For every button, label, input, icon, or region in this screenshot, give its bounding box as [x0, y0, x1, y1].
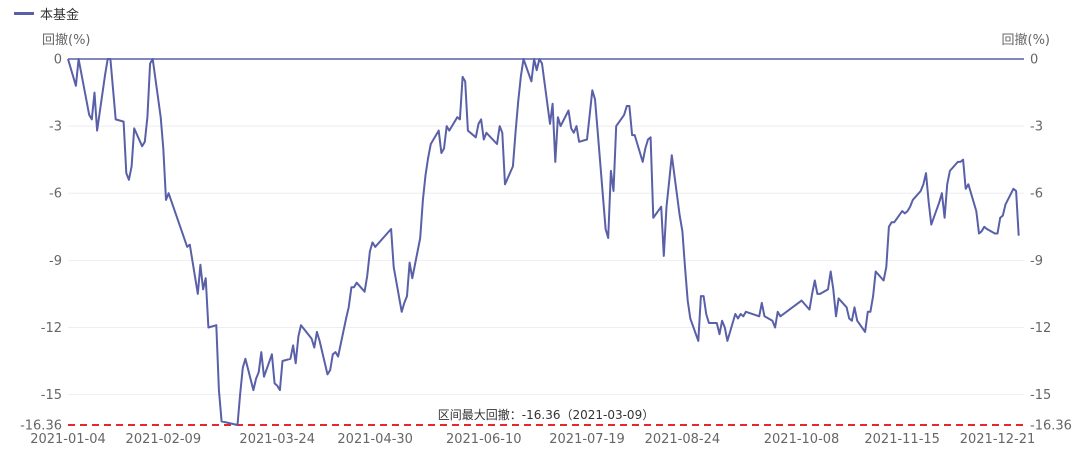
- legend[interactable]: 本基金: [14, 3, 79, 23]
- x-tick-label: 2021-06-10: [446, 432, 522, 447]
- y-tick-right: 0: [1030, 53, 1038, 68]
- y-tick-left: -15: [41, 388, 62, 403]
- y-tick-right: -9: [1030, 254, 1043, 269]
- x-tick-label: 2021-08-24: [645, 432, 721, 447]
- max-drawdown-label: 区间最大回撤：-16.36（2021-03-09）: [438, 407, 654, 422]
- x-tick-label: 2021-03-24: [239, 432, 315, 447]
- y-tick-left: -12: [41, 321, 62, 336]
- legend-swatch-line: [14, 11, 34, 15]
- y-axis-left: 0 -3 -6 -9 -12 -15 -16.36: [20, 53, 62, 434]
- x-tick-label: 2021-10-08: [764, 432, 840, 447]
- y-tick-right: -12: [1030, 321, 1051, 336]
- y-axis-left-title: 回撤(%): [42, 33, 91, 48]
- x-tick-label: 2021-01-04: [30, 432, 106, 447]
- y-axis-right-title: 回撤(%): [1001, 33, 1051, 48]
- y-axis-right: 0 -3 -6 -9 -12 -15 -16.36: [1030, 53, 1072, 434]
- y-tick-left: -9: [49, 254, 62, 269]
- y-tick-right: -15: [1030, 388, 1051, 403]
- y-min-label-left: -16.36: [20, 419, 62, 434]
- x-tick-label: 2021-11-15: [864, 432, 940, 447]
- series-line-fund[interactable]: [67, 58, 1020, 426]
- grid-lines: [68, 125, 1024, 396]
- x-tick-label: 2021-07-19: [549, 432, 625, 447]
- y-tick-left: -6: [49, 187, 62, 202]
- y-tick-right: -3: [1030, 120, 1043, 135]
- x-tick-label: 2021-12-21: [960, 432, 1036, 447]
- x-axis: 2021-01-04 2021-02-09 2021-03-24 2021-04-30…: [30, 432, 1035, 447]
- x-tick-label: 2021-02-09: [126, 432, 202, 447]
- y-tick-right: -6: [1030, 187, 1043, 202]
- y-tick-left: -3: [49, 120, 62, 135]
- legend-label: 本基金: [40, 7, 80, 23]
- y-min-label-right: -16.36: [1030, 419, 1072, 434]
- y-tick-left: 0: [54, 53, 62, 68]
- x-tick-label: 2021-04-30: [337, 432, 413, 447]
